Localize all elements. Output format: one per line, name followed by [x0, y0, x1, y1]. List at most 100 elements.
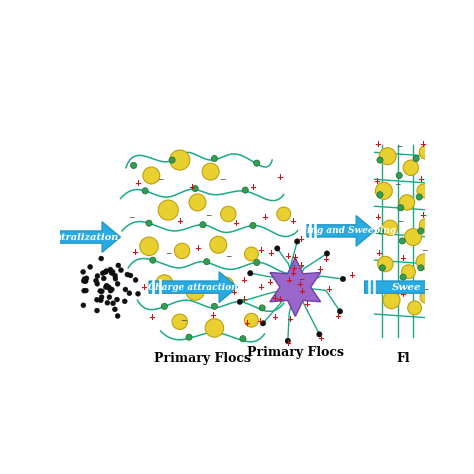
- Circle shape: [143, 167, 160, 184]
- Text: +: +: [176, 217, 183, 226]
- Text: +: +: [373, 177, 380, 186]
- Text: Briding and Sweeping: Briding and Sweeping: [285, 227, 396, 236]
- Circle shape: [95, 273, 100, 279]
- Circle shape: [378, 256, 393, 272]
- Circle shape: [285, 338, 291, 344]
- Circle shape: [377, 157, 383, 163]
- Text: +: +: [148, 313, 155, 322]
- Circle shape: [204, 259, 210, 265]
- Circle shape: [170, 150, 190, 170]
- Circle shape: [110, 301, 116, 306]
- Circle shape: [240, 336, 246, 342]
- Circle shape: [140, 237, 158, 255]
- Circle shape: [112, 307, 118, 312]
- Text: −: −: [396, 142, 402, 151]
- Circle shape: [118, 268, 123, 273]
- Text: −: −: [157, 175, 164, 184]
- Circle shape: [242, 187, 248, 193]
- Circle shape: [186, 334, 192, 340]
- Circle shape: [186, 282, 204, 300]
- Text: +: +: [374, 140, 381, 149]
- Text: −: −: [219, 175, 225, 184]
- Circle shape: [172, 314, 188, 329]
- Circle shape: [399, 195, 415, 210]
- Text: +: +: [374, 213, 381, 222]
- Text: +: +: [240, 276, 247, 285]
- Circle shape: [418, 228, 424, 234]
- Circle shape: [108, 288, 113, 293]
- Text: +: +: [375, 249, 382, 258]
- Text: +: +: [266, 278, 273, 287]
- Circle shape: [420, 291, 432, 303]
- Circle shape: [136, 292, 140, 296]
- Text: +: +: [334, 312, 341, 321]
- Text: utralization: utralization: [55, 233, 119, 242]
- Text: −: −: [298, 275, 305, 284]
- Text: Primary Flocs: Primary Flocs: [247, 346, 344, 359]
- Circle shape: [274, 246, 280, 251]
- Circle shape: [107, 295, 112, 300]
- Circle shape: [88, 264, 92, 269]
- Circle shape: [202, 163, 219, 180]
- Circle shape: [130, 163, 137, 169]
- Circle shape: [81, 269, 86, 274]
- Circle shape: [189, 194, 206, 211]
- Text: +: +: [316, 265, 323, 274]
- Text: −: −: [128, 213, 135, 222]
- Circle shape: [396, 173, 402, 179]
- Circle shape: [95, 281, 100, 286]
- Text: +: +: [399, 290, 406, 299]
- Circle shape: [250, 222, 256, 228]
- Text: +: +: [348, 271, 355, 280]
- Text: +: +: [257, 246, 264, 255]
- Circle shape: [150, 257, 156, 263]
- Text: Swee: Swee: [392, 283, 421, 292]
- Circle shape: [115, 297, 119, 302]
- Circle shape: [245, 247, 258, 261]
- Circle shape: [110, 269, 115, 274]
- Circle shape: [174, 243, 190, 259]
- Polygon shape: [307, 216, 374, 246]
- Circle shape: [158, 200, 178, 220]
- Circle shape: [259, 305, 265, 311]
- Circle shape: [82, 277, 87, 282]
- Text: +: +: [322, 255, 329, 264]
- Text: +: +: [298, 287, 305, 296]
- Circle shape: [112, 273, 118, 278]
- Polygon shape: [149, 272, 237, 302]
- Text: −: −: [398, 217, 404, 226]
- Text: −: −: [422, 285, 428, 294]
- Circle shape: [419, 146, 433, 159]
- Circle shape: [93, 278, 99, 283]
- Circle shape: [109, 287, 114, 292]
- Text: +: +: [286, 315, 293, 324]
- Text: +: +: [318, 334, 325, 343]
- Circle shape: [116, 263, 121, 268]
- Circle shape: [115, 313, 120, 319]
- Circle shape: [133, 277, 138, 283]
- Circle shape: [82, 279, 86, 283]
- Text: +: +: [286, 276, 292, 285]
- Circle shape: [219, 277, 234, 292]
- Circle shape: [413, 155, 419, 162]
- Polygon shape: [270, 258, 320, 316]
- Circle shape: [418, 265, 424, 271]
- Circle shape: [83, 279, 88, 283]
- Text: +: +: [188, 182, 195, 191]
- Circle shape: [113, 276, 118, 281]
- Circle shape: [419, 219, 433, 232]
- Circle shape: [82, 288, 87, 293]
- Circle shape: [123, 287, 128, 292]
- Circle shape: [81, 303, 86, 308]
- Text: −: −: [171, 286, 178, 295]
- Circle shape: [317, 332, 322, 337]
- Text: Fl: Fl: [396, 352, 410, 365]
- Circle shape: [337, 309, 343, 314]
- Circle shape: [94, 308, 100, 313]
- Circle shape: [417, 184, 431, 198]
- Circle shape: [109, 270, 114, 275]
- Text: +: +: [296, 280, 302, 289]
- Circle shape: [142, 188, 148, 194]
- Circle shape: [105, 301, 110, 305]
- Circle shape: [377, 191, 383, 198]
